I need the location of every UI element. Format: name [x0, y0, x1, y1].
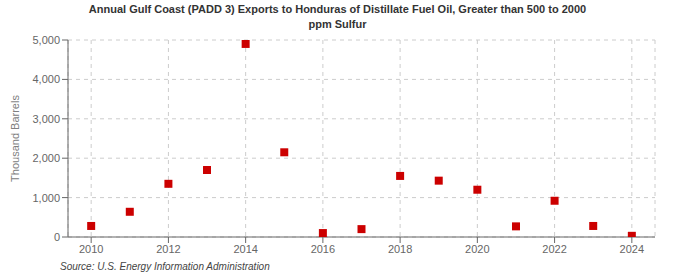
- svg-text:2016: 2016: [311, 243, 335, 255]
- svg-text:2020: 2020: [465, 243, 489, 255]
- svg-text:2014: 2014: [233, 243, 257, 255]
- svg-text:2024: 2024: [620, 243, 644, 255]
- svg-text:0: 0: [54, 231, 60, 243]
- html-text:Annual Gulf Coast (PADD 3) Exp: Annual Gulf Coast (PADD 3) Exports to Ho…: [88, 3, 587, 30]
- svg-text:2022: 2022: [542, 243, 566, 255]
- svg-text:2010: 2010: [79, 243, 103, 255]
- svg-text:3,000: 3,000: [32, 113, 60, 125]
- svg-text:1,000: 1,000: [32, 192, 60, 204]
- html-text:Source: U.S. Energy Informatio: Source: U.S. Energy Information Administ…: [60, 261, 270, 272]
- svg-text:2018: 2018: [388, 243, 412, 255]
- svg-text:2012: 2012: [156, 243, 180, 255]
- svg-text:2,000: 2,000: [32, 152, 60, 164]
- svg-text:Thousand Barrels: Thousand Barrels: [9, 95, 21, 182]
- svg-text:5,000: 5,000: [32, 34, 60, 46]
- svg-text:4,000: 4,000: [32, 73, 60, 85]
